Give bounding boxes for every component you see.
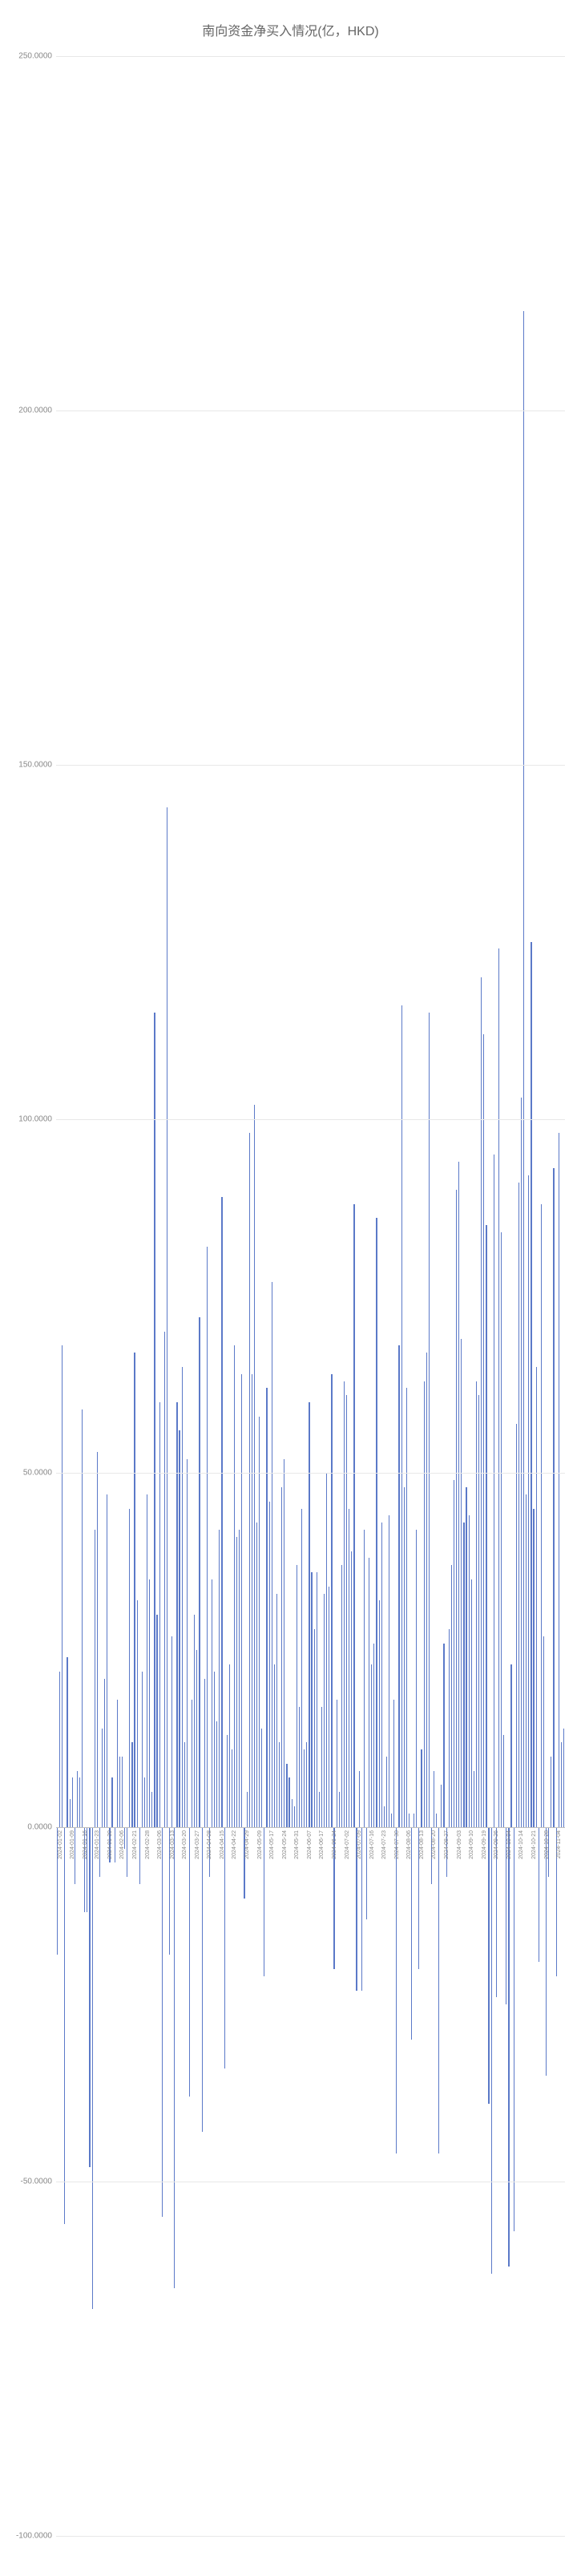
y-tick-label: 200.0000 [18, 406, 52, 415]
x-tick-label: 2024-08-27 [444, 1830, 450, 1859]
x-tick-label: 2024-09-03 [457, 1830, 462, 1859]
x-tick-label: 2024-07-02 [345, 1830, 350, 1859]
y-tick-label: 100.0000 [18, 1114, 52, 1123]
y-tick-label: 50.0000 [23, 1469, 52, 1478]
x-tick-label: 2024-01-30 [107, 1830, 113, 1859]
gridline [56, 56, 565, 57]
gridline [56, 410, 565, 411]
x-tick-label: 2024-06-24 [332, 1830, 337, 1859]
x-tick-label: 2024-03-20 [182, 1830, 188, 1859]
x-tick-label: 2024-07-30 [394, 1830, 400, 1859]
chart-container: 南向资金净买入情况(亿，HKD) 2024-01-022024-01-09202… [0, 0, 581, 2576]
x-tick-label: 2024-01-16 [83, 1830, 88, 1859]
gridline [56, 765, 565, 766]
x-tick-label: 2024-06-17 [319, 1830, 325, 1859]
x-tick-label: 2024-09-10 [469, 1830, 474, 1859]
x-tick-label: 2024-01-23 [95, 1830, 100, 1859]
x-tick-label: 2024-10-21 [531, 1830, 537, 1859]
x-tick-label: 2024-06-07 [307, 1830, 313, 1859]
gridline [56, 1473, 565, 1474]
x-tick-label: 2024-05-24 [282, 1830, 288, 1859]
y-tick-label: 0.0000 [27, 1823, 52, 1832]
x-tick-label: 2024-04-22 [232, 1830, 237, 1859]
x-tick-label: 2024-09-26 [494, 1830, 499, 1859]
x-tick-label: 2024-01-09 [70, 1830, 75, 1859]
xlabels-layer: 2024-01-02 2024-01-09 2024-01-16 2024-01-23… [56, 56, 565, 2536]
gridline [56, 1119, 565, 1120]
y-tick-label: 250.0000 [18, 52, 52, 61]
x-tick-label: 2024-10-04 [506, 1830, 512, 1859]
gridline [56, 2536, 565, 2537]
x-tick-label: 2024-02-06 [119, 1830, 125, 1859]
x-tick-label: 2024-09-19 [482, 1830, 487, 1859]
x-tick-label: 2024-03-06 [157, 1830, 163, 1859]
x-tick-label: 2024-07-23 [381, 1830, 387, 1859]
x-tick-label: 2024-03-13 [170, 1830, 176, 1859]
x-tick-label: 2024-08-13 [419, 1830, 425, 1859]
x-tick-label: 2024-04-15 [220, 1830, 225, 1859]
zero-line [56, 1827, 565, 1828]
x-tick-label: 2024-05-17 [269, 1830, 275, 1859]
x-tick-label: 2024-05-31 [294, 1830, 300, 1859]
x-tick-label: 2024-07-16 [369, 1830, 375, 1859]
x-tick-label: 2024-02-21 [132, 1830, 138, 1859]
x-tick-label: 2024-05-09 [257, 1830, 263, 1859]
x-tick-label: 2024-11-04 [556, 1830, 562, 1858]
x-tick-label: 2024-07-09 [357, 1830, 362, 1859]
x-tick-label: 2024-08-06 [406, 1830, 412, 1859]
x-tick-label: 2024-02-28 [145, 1830, 151, 1859]
y-tick-label: -50.0000 [21, 2178, 52, 2186]
x-tick-label: 2024-01-02 [58, 1830, 63, 1859]
x-tick-label: 2024-10-28 [544, 1830, 550, 1859]
x-tick-label: 2024-08-20 [431, 1830, 437, 1859]
x-tick-label: 2024-04-08 [207, 1830, 212, 1859]
y-tick-label: 150.0000 [18, 760, 52, 769]
x-tick-label: 2024-10-14 [518, 1830, 524, 1859]
x-tick-label: 2024-04-29 [244, 1830, 250, 1859]
y-tick-label: -100.0000 [16, 2532, 52, 2541]
chart-title: 南向资金净买入情况(亿，HKD) [0, 20, 581, 39]
plot-area: 2024-01-02 2024-01-09 2024-01-16 2024-01-23… [56, 56, 565, 2536]
x-tick-label: 2024-03-27 [195, 1830, 200, 1859]
